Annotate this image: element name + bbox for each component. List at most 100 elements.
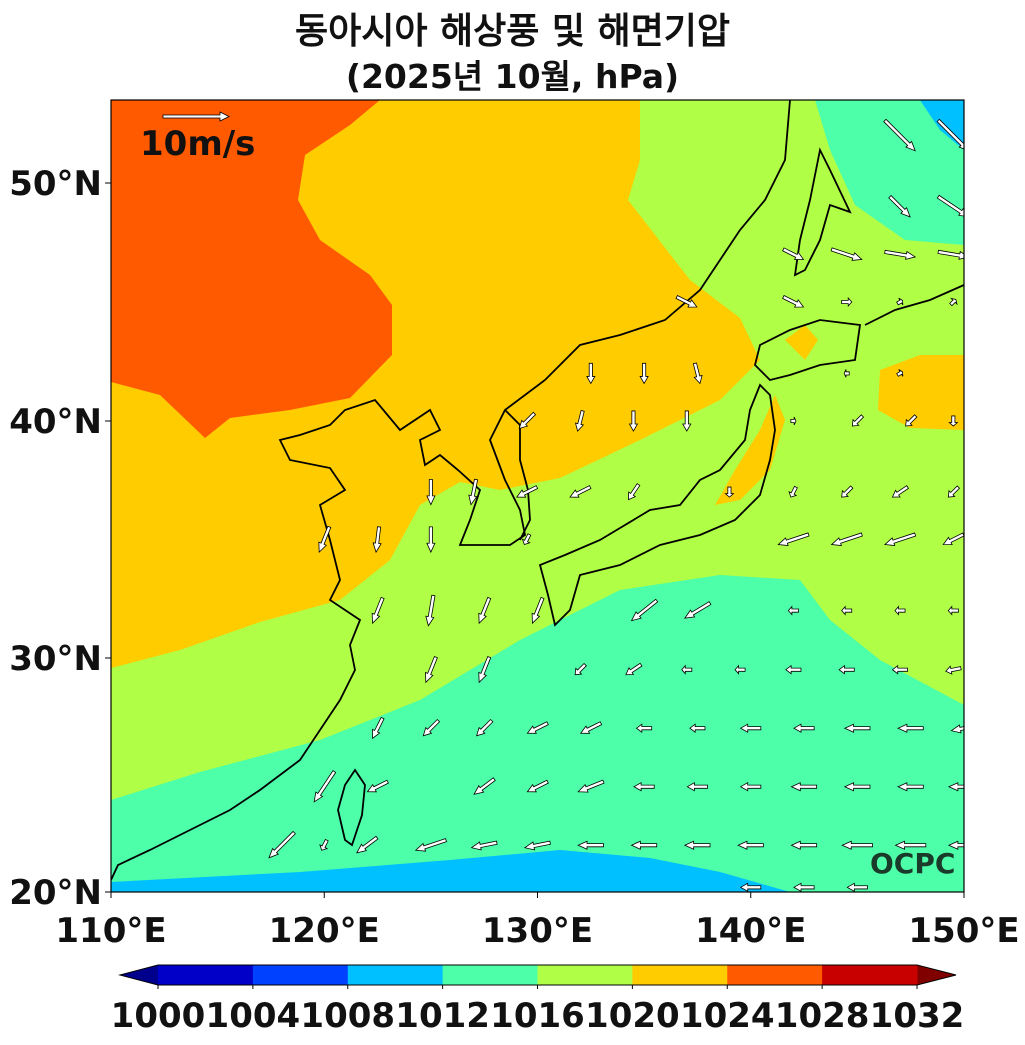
wind-arrow [268, 830, 296, 859]
wind-arrow [470, 840, 498, 851]
wind-arrow [526, 779, 549, 793]
wind-arrow [945, 665, 962, 675]
wind-arrow [841, 485, 854, 498]
ocpc-logo: OCPC [870, 847, 955, 880]
y-tick-label: 30°N [9, 639, 102, 679]
contour-1008-1012 [111, 850, 790, 892]
contour-1024-1028 [111, 100, 392, 438]
wind-arrow [523, 840, 551, 851]
wind-arrow [586, 362, 596, 385]
wind-arrow [425, 655, 438, 684]
wind-arrow [787, 605, 799, 616]
wind-arrow [888, 195, 911, 218]
map-title: 동아시아 해상풍 및 해면기압 [294, 11, 731, 52]
wind-arrow [739, 782, 762, 792]
wind-arrow [734, 664, 746, 675]
wind-key: 10m/s [140, 111, 255, 164]
wind-arrow [478, 596, 492, 625]
colorbar-swatch [442, 965, 538, 985]
wind-arrow [628, 410, 639, 432]
wind-arrow [630, 598, 659, 622]
wind-arrow [574, 410, 585, 432]
colorbar-swatch [252, 965, 349, 985]
colorbar-label: 1012 [395, 996, 490, 1036]
wind-arrow [521, 533, 532, 546]
wind-arrow [790, 840, 818, 850]
wind-arrow [319, 838, 329, 851]
colorbar-swatch [632, 965, 728, 985]
x-tick-label: 140°E [695, 911, 806, 951]
wind-arrow [683, 601, 712, 619]
colorbar-label: 1016 [490, 996, 585, 1036]
wind-arrow [313, 770, 337, 803]
wind-arrow [949, 297, 958, 307]
x-tick-label: 120°E [269, 911, 380, 951]
map-subtitle: (2025년 10월, hPa) [345, 57, 680, 96]
wind-arrow [515, 485, 539, 498]
x-tick-label: 110°E [55, 911, 166, 951]
wind-arrow [843, 723, 871, 733]
wind-arrow [426, 479, 436, 506]
coastline-hokkaido [754, 319, 862, 381]
colorbar-swatch [347, 965, 444, 985]
colorbar-swatch [537, 965, 633, 985]
wind-arrow [841, 840, 873, 850]
coastline-asia [111, 100, 791, 881]
colorbar-under-arrow [120, 965, 158, 985]
wind-arrow [950, 723, 964, 734]
wind-arrow [948, 415, 959, 427]
wind-arrow [569, 485, 592, 498]
wind-arrow [371, 596, 385, 625]
y-tick-label: 20°N [9, 873, 102, 913]
coastlines [111, 100, 964, 881]
wind-arrow [422, 718, 441, 737]
wind-arrow [790, 416, 797, 426]
wind-arrow [318, 525, 332, 554]
wind-arrow [681, 664, 693, 675]
wind-arrow [683, 840, 711, 850]
wind-arrow [739, 723, 762, 733]
coastline-japan [538, 383, 776, 627]
colorbar-label: 1028 [775, 996, 870, 1036]
wind-vectors [268, 118, 964, 892]
wind-arrow [777, 532, 810, 546]
wind-arrow [414, 838, 448, 852]
y-tick-label: 40°N [9, 402, 102, 442]
colorbar-swatch [727, 965, 823, 985]
wind-arrow [841, 296, 853, 308]
wind-arrow [633, 782, 655, 792]
coastline-taiwan [337, 768, 366, 847]
contour-1020-1024 [785, 325, 818, 360]
colorbar-over-arrow [917, 965, 956, 985]
pressure-field [111, 100, 964, 892]
colorbar-label: 1024 [680, 996, 775, 1036]
wind-arrow [793, 882, 815, 892]
wind-arrow [476, 718, 494, 737]
wind-arrow [894, 840, 927, 850]
wind-arrow [830, 532, 863, 546]
wind-arrow [947, 840, 964, 850]
wind-arrow [473, 777, 496, 795]
y-tick-label: 50°N [9, 164, 102, 204]
contour-1012-1016 [111, 575, 964, 892]
wind-arrow [830, 247, 863, 261]
wind-arrow [628, 483, 641, 501]
wind-key-arrow-icon [162, 111, 230, 122]
colorbar-label: 1008 [300, 996, 395, 1036]
wind-arrow [782, 294, 805, 308]
wind-arrow [630, 840, 658, 850]
wind-arrow [639, 362, 649, 385]
wind-arrow [739, 882, 762, 892]
wind-arrow [843, 782, 871, 792]
wind-arrow [896, 297, 904, 306]
colorbar-label: 1004 [206, 996, 301, 1036]
wind-arrow [579, 721, 603, 734]
wind-arrow [468, 478, 479, 506]
coastline-sakhalin [793, 147, 852, 277]
wind-arrow [577, 779, 605, 793]
wind-arrow [846, 882, 868, 892]
wind-arrow [724, 486, 735, 498]
x-tick-label: 130°E [482, 911, 593, 951]
wind-arrow [425, 594, 436, 627]
colorbar-label: 1032 [870, 996, 965, 1036]
